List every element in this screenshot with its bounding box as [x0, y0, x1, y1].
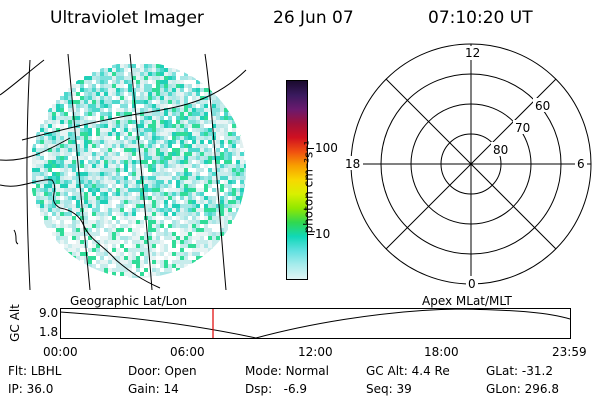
status-gain: Gain: 14 [128, 382, 179, 396]
status-mode: Mode: Normal [245, 364, 329, 378]
timeline-xtick-1: 06:00 [170, 345, 205, 359]
timeline-ytick-bottom: 1.8 [39, 325, 59, 339]
mlt-label-6: 6 [577, 157, 585, 171]
image-time: 07:10:20 UT [428, 8, 533, 28]
colorbar-unit-label: photon cm⁻²s⁻¹ [301, 140, 316, 234]
timeline-xtick-0: 00:00 [43, 345, 78, 359]
status-dsp: Dsp: -6.9 [245, 382, 308, 396]
mlat-label-60: 60 [535, 99, 550, 113]
status-glat: GLat: -31.2 [486, 364, 553, 378]
image-date: 26 Jun 07 [273, 8, 354, 28]
mlt-label-18: 18 [345, 157, 360, 171]
instrument-title: Ultraviolet Imager [50, 8, 204, 28]
status-filter: Flt: LBHL [8, 364, 62, 378]
mlat-mlt-polar-grid: 12 18 6 0 60 70 80 [343, 43, 592, 290]
mlat-label-80: 80 [493, 143, 508, 157]
status-seq: Seq: 39 [366, 382, 412, 396]
status-glon: GLon: 296.8 [486, 382, 559, 396]
status-gc-alt: GC Alt: 4.4 Re [366, 364, 450, 378]
geographic-overlay [0, 53, 247, 290]
mlt-label-12: 12 [465, 46, 480, 60]
timeline-axis-label: GC Alt [7, 304, 22, 342]
auroral-image-panel [0, 53, 247, 290]
colorbar-tick-10 [308, 234, 314, 235]
mlat-label-70: 70 [515, 121, 530, 135]
status-door: Door: Open [128, 364, 197, 378]
colorbar-label-10: 10 [315, 227, 331, 241]
colorbar-tick-100 [308, 148, 314, 149]
colorbar [286, 80, 308, 280]
timeline-xtick-2: 12:00 [298, 345, 333, 359]
timeline-xtick-4: 23:59 [552, 345, 587, 359]
status-ip: IP: 36.0 [8, 382, 54, 396]
timeline-ytick-top: 9.0 [39, 306, 59, 320]
colorbar-label-100: 100 [315, 141, 338, 155]
mlt-label-0: 0 [468, 277, 476, 290]
timeline-xtick-3: 18:00 [424, 345, 459, 359]
uv-emission-disk [32, 64, 246, 278]
altitude-timeline-plot [60, 308, 571, 339]
timeline-left-label: Geographic Lat/Lon [70, 294, 188, 308]
timeline-right-label: Apex MLat/MLT [422, 294, 512, 308]
